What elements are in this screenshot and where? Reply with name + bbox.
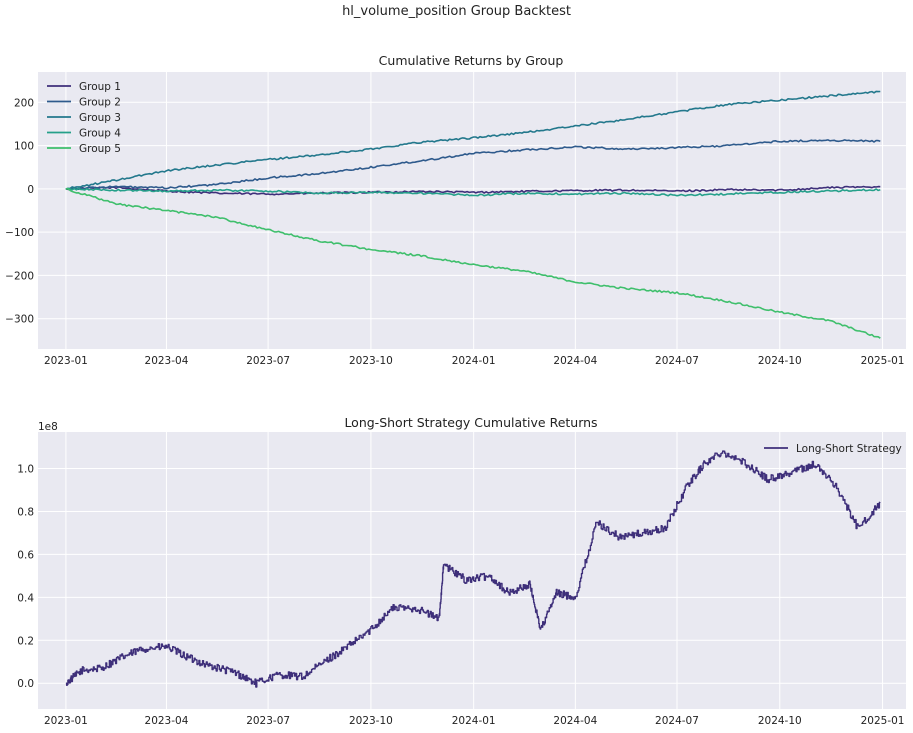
y-tick-label: 0.8 — [17, 506, 34, 518]
top-gridlines — [38, 72, 906, 349]
bottom-plot-area — [38, 432, 906, 709]
legend-label: Group 1 — [79, 81, 121, 93]
x-tick-label: 2024-04 — [553, 715, 597, 727]
x-tick-label: 2024-10 — [758, 715, 802, 727]
legend-label: Group 4 — [79, 128, 121, 140]
y-tick-label: −200 — [5, 270, 34, 282]
series-line-5 — [65, 187, 881, 339]
figure-title: hl_volume_position Group Backtest — [342, 4, 571, 19]
x-tick-label: 2023-10 — [349, 355, 393, 367]
x-tick-label: 2023-07 — [246, 355, 290, 367]
y-tick-label: 0.6 — [17, 549, 34, 561]
x-tick-label: 2023-04 — [145, 355, 189, 367]
top-x-tick-labels: 2023-01 2023-04 2023-07 2023-10 2024-01 2024-… — [44, 355, 904, 367]
y-tick-label: −300 — [5, 314, 34, 326]
bottom-series-lines — [65, 450, 881, 688]
series-line-1 — [65, 185, 881, 196]
x-tick-label: 2023-10 — [349, 715, 393, 727]
legend-label: Group 5 — [79, 143, 121, 155]
x-tick-label: 2025-01 — [861, 355, 905, 367]
bottom-scale-label: 1e8 — [38, 421, 58, 433]
legend-label: Group 2 — [79, 97, 121, 109]
top-legend: Group 1 Group 2 Group 3 Group 4 Group 5 — [47, 81, 121, 155]
y-tick-label: −100 — [5, 227, 34, 239]
y-tick-label: 100 — [14, 141, 34, 153]
bottom-chart-title: Long-Short Strategy Cumulative Returns — [344, 415, 597, 430]
x-tick-label: 2025-01 — [861, 715, 905, 727]
series-line-4 — [65, 187, 881, 197]
x-tick-label: 2024-01 — [452, 355, 496, 367]
bottom-panel: 1.0 0.8 0.6 0.4 0.2 0.0 2023-01 2023-04 2023-07… — [17, 415, 906, 727]
y-tick-label: 0.4 — [17, 592, 34, 604]
top-series-lines — [65, 90, 881, 339]
x-tick-label: 2024-10 — [758, 355, 802, 367]
bottom-legend: Long-Short Strategy — [764, 443, 902, 455]
bottom-y-tick-labels: 1.0 0.8 0.6 0.4 0.2 0.0 — [17, 464, 34, 691]
legend-label: Group 3 — [79, 112, 121, 124]
y-tick-label: 1.0 — [17, 464, 34, 476]
y-tick-label: 200 — [14, 97, 34, 109]
bottom-gridlines — [38, 432, 906, 709]
x-tick-label: 2024-04 — [553, 355, 597, 367]
top-chart-title: Cumulative Returns by Group — [379, 53, 564, 68]
series-line-3 — [65, 90, 881, 190]
series-line-2 — [65, 139, 881, 191]
y-tick-label: 0.0 — [17, 678, 34, 690]
bottom-x-tick-labels: 2023-01 2023-04 2023-07 2023-10 2024-01 2024-… — [44, 715, 904, 727]
top-y-tick-labels: 200 100 0 −100 −200 −300 — [5, 97, 34, 325]
x-tick-label: 2023-01 — [44, 355, 88, 367]
legend-label: Long-Short Strategy — [796, 443, 902, 455]
x-tick-label: 2024-07 — [655, 715, 699, 727]
x-tick-label: 2023-01 — [44, 715, 88, 727]
x-tick-label: 2024-07 — [655, 355, 699, 367]
series-line-1 — [65, 450, 881, 688]
x-tick-label: 2023-07 — [246, 715, 290, 727]
x-tick-label: 2023-04 — [145, 715, 189, 727]
y-tick-label: 0 — [27, 184, 34, 196]
y-tick-label: 0.2 — [17, 635, 34, 647]
x-tick-label: 2024-01 — [452, 715, 496, 727]
top-plot-area — [38, 72, 906, 349]
